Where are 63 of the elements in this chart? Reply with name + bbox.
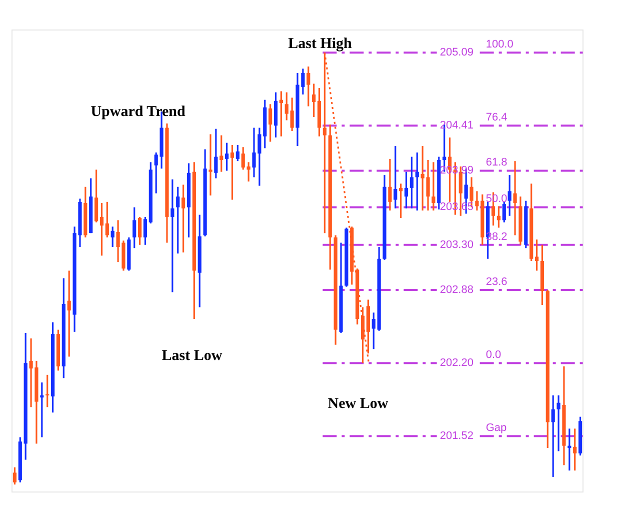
candlestick — [573, 428, 577, 472]
annotation: New Low — [328, 396, 388, 412]
candlestick — [214, 128, 218, 180]
candlestick — [236, 144, 240, 162]
candlestick — [502, 201, 506, 224]
candlestick — [246, 161, 250, 182]
candlestick — [94, 168, 98, 224]
candlestick — [410, 156, 414, 210]
candlestick — [241, 146, 245, 170]
candlestick — [312, 82, 316, 118]
y-tick-label: 202.88 — [440, 284, 474, 296]
candlestick — [170, 178, 174, 293]
candlestick — [143, 216, 148, 246]
candlestick — [496, 205, 501, 228]
candlestick — [268, 103, 272, 143]
annotation: 100.0 — [486, 38, 514, 50]
candlestick — [404, 171, 408, 210]
candlestick — [306, 66, 310, 108]
candlestick — [279, 90, 283, 138]
candlestick — [230, 144, 234, 201]
candlestick — [100, 202, 104, 256]
y-tick-label: 201.52 — [440, 430, 474, 442]
candlestick — [513, 160, 517, 236]
candlestick — [534, 238, 539, 272]
annotation: 23.6 — [486, 276, 508, 288]
annotation: Last High — [288, 36, 353, 52]
candlestick — [568, 428, 572, 472]
candlestick — [322, 52, 326, 234]
candlestick — [225, 142, 229, 172]
candlestick — [105, 201, 109, 238]
annotation: 76.4 — [486, 112, 508, 124]
candlestick — [551, 394, 555, 478]
candlestick — [110, 226, 114, 248]
candlestick — [360, 306, 365, 364]
candlestick — [284, 92, 288, 122]
annotation: Last Low — [162, 348, 222, 364]
candlestick — [12, 466, 17, 486]
candlestick — [208, 133, 212, 196]
candlestick — [46, 374, 50, 408]
candlestick — [508, 174, 512, 217]
candlestick — [432, 161, 436, 212]
annotation: 61.8 — [486, 156, 508, 169]
y-tick-label: 203.30 — [440, 238, 474, 251]
candlestick — [220, 134, 224, 173]
annotation: Upward Trend — [90, 104, 186, 120]
candlestick — [556, 394, 560, 452]
candlestick — [67, 270, 71, 358]
annotation: Gap — [486, 422, 507, 434]
y-tick-label: 204.41 — [440, 120, 474, 132]
annotation: 0.0 — [486, 348, 502, 361]
candlestick — [394, 145, 398, 210]
candlestick — [40, 382, 44, 438]
candlestick — [132, 206, 136, 249]
candlestick — [176, 186, 180, 254]
candlestick — [372, 312, 376, 350]
candlestick — [290, 96, 294, 132]
candlestick — [388, 158, 392, 212]
candlestick — [399, 182, 403, 219]
y-tick-label: 205.09 — [440, 46, 474, 58]
candlestick — [415, 152, 419, 212]
candlestick — [182, 184, 186, 254]
candlestick — [138, 216, 142, 246]
y-tick-label: 202.20 — [440, 356, 474, 369]
